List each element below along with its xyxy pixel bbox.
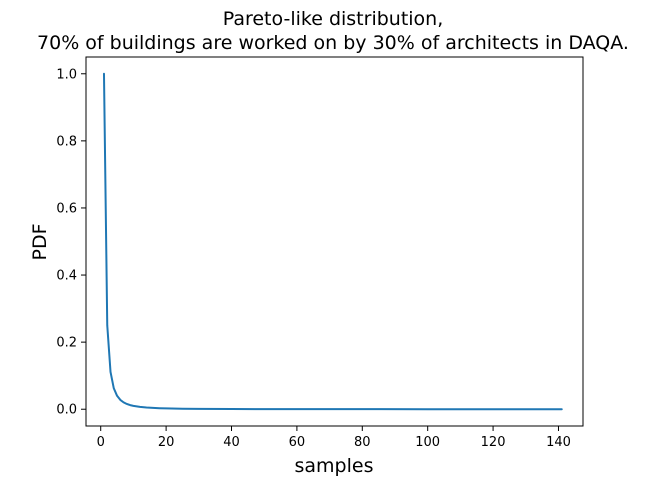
x-tick-label: 80 [354,435,371,450]
series-line-0 [102,72,563,411]
x-axis-label: samples [295,455,374,477]
x-tick-label: 120 [481,435,506,450]
y-axis-ticks: 0.0 0.2 0.4 0.6 0.8 1.0 [56,67,86,418]
plot-frame [85,56,584,427]
x-tick-label: 20 [158,435,175,450]
y-tick-label: 0.4 [56,269,77,284]
y-tick-label: 0.0 [56,403,77,418]
y-tick-label: 0.8 [56,134,77,149]
x-tick-label: 0 [97,435,105,450]
x-tick-label: 140 [546,435,571,450]
chart-title-line-1: Pareto-like distribution, [223,8,444,30]
y-tick-label: 1.0 [56,67,77,82]
plot-area [86,57,583,426]
y-tick-label: 0.6 [56,201,77,216]
series-layer [102,72,563,411]
chart-title-line-2: 70% of buildings are worked on by 30% of… [37,32,629,54]
x-axis-ticks: 0 20 40 60 80 100 120 140 [97,426,571,450]
y-axis-label: PDF [29,223,51,260]
x-tick-label: 60 [289,435,306,450]
y-tick-label: 0.2 [56,336,77,351]
x-tick-label: 100 [415,435,440,450]
x-tick-label: 40 [223,435,240,450]
